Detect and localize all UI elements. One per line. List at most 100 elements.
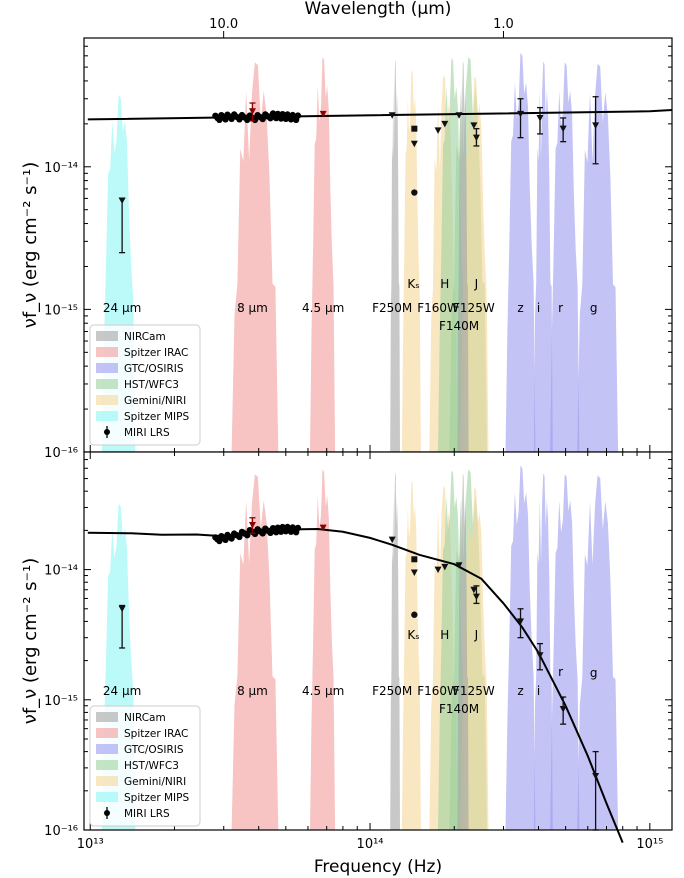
filter-curve	[401, 480, 421, 830]
data-marker	[559, 125, 567, 133]
filter-curve	[390, 60, 401, 452]
miri-point	[244, 532, 251, 539]
band-label: 24 μm	[103, 684, 141, 698]
data-marker	[559, 705, 567, 713]
y-axis-label: νf_ν (erg cm⁻² s⁻¹)	[20, 162, 41, 328]
legend-swatch	[96, 760, 118, 770]
legend-label: GTC/OSIRIS	[124, 363, 184, 375]
x-axis	[89, 452, 651, 830]
band-label: i	[537, 684, 540, 698]
legend-label: NIRCam	[124, 712, 166, 724]
filter-curves	[101, 465, 619, 830]
band-label: r	[558, 665, 563, 679]
band-label: J	[474, 628, 479, 642]
filter-curve	[457, 473, 469, 830]
legend-swatch	[96, 712, 118, 722]
band-label: F250M	[372, 684, 412, 698]
filter-curve	[505, 52, 536, 453]
y-tick-label: 10⁻¹⁶	[44, 824, 78, 839]
band-label: J	[474, 277, 479, 291]
data-marker	[388, 536, 396, 544]
legend-marker	[104, 810, 110, 816]
photometry	[118, 96, 600, 254]
miri-point	[294, 524, 302, 532]
data-marker	[455, 562, 463, 569]
band-label: Kₛ	[407, 277, 419, 291]
data-marker	[441, 120, 449, 128]
data-marker	[410, 569, 418, 576]
band-label: 8 μm	[237, 684, 268, 698]
legend-label: Spitzer IRAC	[124, 728, 188, 740]
legend-swatch	[96, 792, 118, 802]
legend-label: HST/WFC3	[124, 760, 179, 772]
legend-swatch	[96, 395, 118, 405]
legend: NIRCam Spitzer IRAC GTC/OSIRIS HST/WFC3 Gemi…	[89, 705, 201, 827]
y-axis-label: νf_ν (erg cm⁻² s⁻¹)	[20, 558, 41, 724]
band-label: F125W	[453, 684, 495, 698]
band-label: g	[590, 301, 598, 315]
legend-label: Spitzer IRAC	[124, 347, 188, 359]
data-marker	[319, 110, 327, 118]
y-tick-label: 10⁻¹⁴	[44, 564, 78, 579]
band-label: Kₛ	[407, 628, 419, 642]
band-label: F140M	[439, 319, 479, 333]
data-marker	[470, 122, 478, 129]
filter-curve	[231, 62, 279, 453]
y-tick-label: 10⁻¹⁵	[44, 694, 78, 709]
band-label: H	[440, 277, 449, 291]
legend-label: Spitzer MIPS	[124, 411, 189, 423]
legend: NIRCam Spitzer IRAC GTC/OSIRIS HST/WFC3 Gemi…	[89, 324, 201, 446]
filter-curve	[533, 473, 553, 830]
legend-label: HST/WFC3	[124, 379, 179, 391]
filter-curve	[577, 63, 619, 452]
filter-curve	[533, 61, 553, 452]
filter-curve	[390, 472, 401, 830]
data-marker	[592, 772, 600, 780]
band-label: i	[537, 301, 540, 315]
y-tick-label: 10⁻¹⁶	[44, 446, 78, 461]
legend-swatch	[96, 744, 118, 754]
y-axis: 10⁻¹⁴ 10⁻¹⁵ 10⁻¹⁶ νf_ν (erg cm⁻² s⁻¹)	[20, 37, 672, 461]
miri-spectrum	[212, 110, 302, 124]
band-label: r	[558, 301, 563, 315]
y-tick-label: 10⁻¹⁴	[44, 161, 78, 176]
legend-swatch	[96, 776, 118, 786]
legend-swatch	[96, 331, 118, 341]
legend-label: MIRI LRS	[124, 427, 170, 439]
band-label: F160W	[417, 301, 459, 315]
miri-point	[236, 533, 243, 541]
band-label: z	[517, 684, 523, 698]
legend-label: NIRCam	[124, 331, 166, 343]
data-marker	[592, 122, 600, 129]
filter-curve	[401, 69, 421, 452]
y-tick-label: 10⁻¹⁵	[44, 303, 78, 318]
filter-curve	[309, 56, 336, 453]
legend-swatch	[96, 411, 118, 421]
band-label: F250M	[372, 301, 412, 315]
top-axis-label: Wavelength (μm)	[305, 0, 452, 19]
data-marker	[319, 524, 327, 532]
model-line	[87, 527, 624, 843]
x-tick-label: 10¹³	[77, 837, 104, 852]
filter-curve	[309, 469, 336, 830]
data-marker	[410, 140, 418, 148]
filter-curve	[550, 474, 580, 830]
legend-swatch	[96, 347, 118, 357]
legend-swatch	[96, 728, 118, 738]
x-tick-label: 10¹⁵	[636, 837, 663, 852]
data-marker	[536, 114, 544, 122]
legend-label: Gemini/NIRI	[124, 776, 186, 788]
band-label: z	[517, 301, 523, 315]
data-marker	[441, 563, 449, 571]
data-marker	[472, 593, 480, 601]
miri-point	[228, 535, 235, 542]
band-label: g	[590, 666, 598, 680]
band-label: 8 μm	[237, 301, 268, 315]
filter-curve	[231, 474, 279, 830]
axes-frame	[83, 451, 673, 831]
legend-swatch	[96, 379, 118, 389]
data-marker	[118, 605, 126, 613]
band-label: 4.5 μm	[302, 684, 344, 698]
